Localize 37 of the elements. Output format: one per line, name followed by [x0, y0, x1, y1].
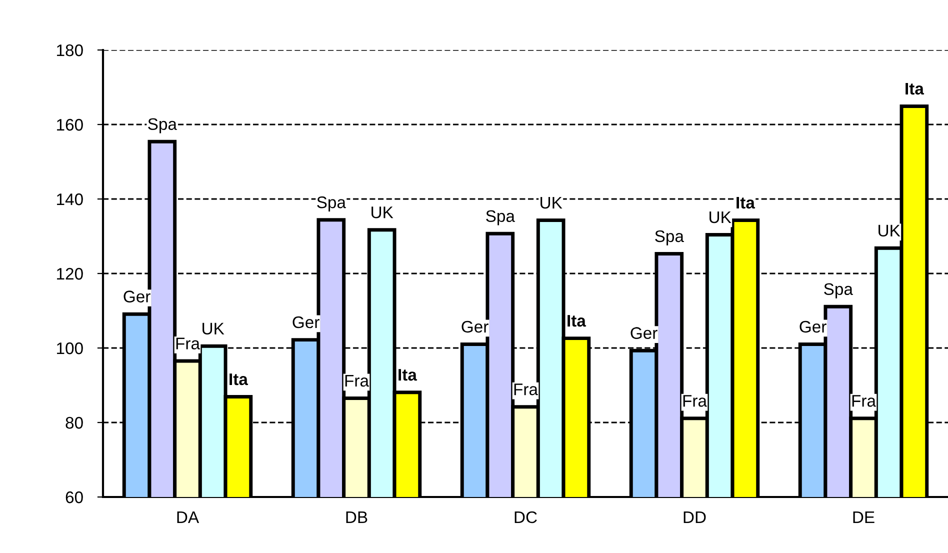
text: Ger — [800, 320, 826, 333]
y-tick-label: 160 — [57, 118, 83, 131]
series-label: Fra — [176, 338, 200, 350]
y-tick-label: 180 — [57, 44, 83, 56]
series-label: UK — [202, 322, 224, 335]
x-tick-label: DE — [853, 512, 874, 523]
x-tick-label: DB — [346, 512, 368, 523]
y-tick-label: 100 — [57, 342, 83, 354]
text: Ita — [568, 315, 586, 327]
text: Ita — [736, 196, 756, 209]
series-label: Ger — [124, 290, 150, 302]
text: Ger — [462, 320, 488, 333]
text: UK — [372, 206, 394, 218]
text: UK — [710, 212, 732, 224]
text: UK — [878, 224, 900, 237]
x-tick-label: DD — [684, 512, 706, 523]
y-tick-label: 120 — [57, 268, 83, 280]
text: Spa — [317, 196, 346, 212]
y-tick-label: 140 — [57, 193, 83, 206]
text: Fra — [514, 384, 538, 396]
text: Spa — [486, 210, 515, 226]
y-tick-label: 60 — [66, 491, 83, 504]
x-tick-label: DA — [177, 512, 200, 523]
y-tick-label: 80 — [66, 416, 83, 429]
text: Spa — [824, 283, 853, 298]
text: Fra — [852, 395, 876, 407]
text: Fra — [345, 375, 369, 387]
text: Ger — [630, 327, 658, 339]
series-label: Spa — [655, 230, 684, 246]
text: Spa — [148, 118, 177, 134]
text: Ita — [906, 82, 924, 95]
x-tick-label: DC — [514, 511, 537, 524]
text: Ger — [292, 316, 320, 328]
text: UK — [540, 196, 562, 209]
text: Fra — [683, 395, 707, 407]
series-label: Ita — [230, 374, 248, 386]
text: Ita — [398, 369, 418, 381]
